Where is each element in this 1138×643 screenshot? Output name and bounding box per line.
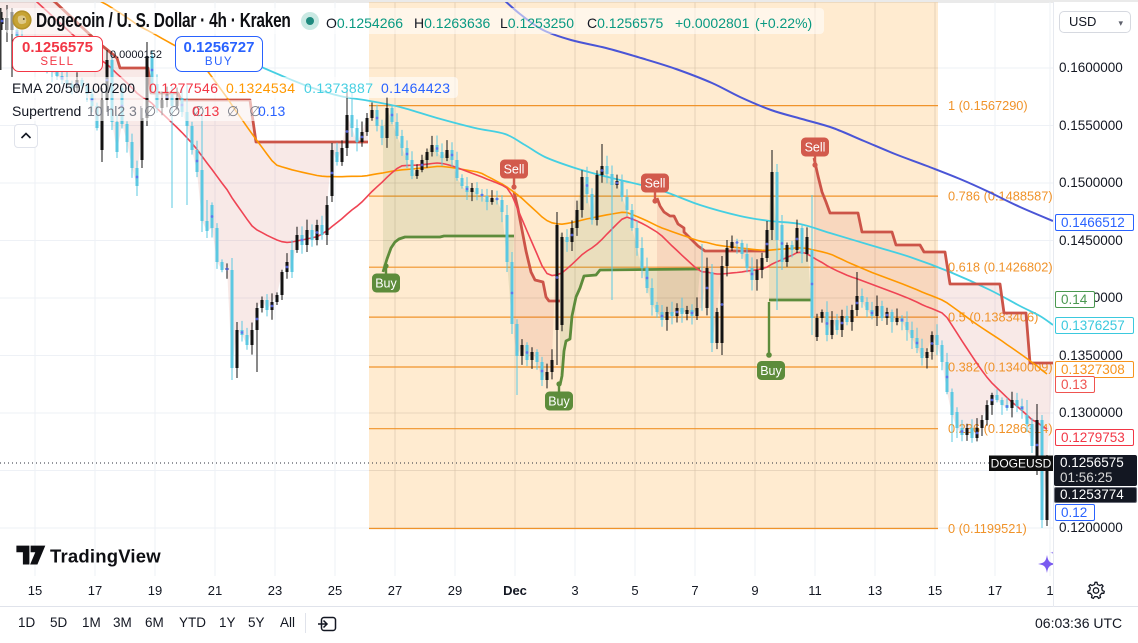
svg-text:0.786 (0.1488587): 0.786 (0.1488587) — [948, 189, 1053, 204]
svg-text:0.618 (0.1426802): 0.618 (0.1426802) — [948, 260, 1053, 275]
svg-text:Buy: Buy — [548, 394, 570, 408]
svg-text:0 (0.1199521): 0 (0.1199521) — [948, 521, 1027, 536]
svg-text:DOGEUSD: DOGEUSD — [991, 457, 1052, 471]
svg-text:TradingView: TradingView — [50, 546, 161, 567]
svg-text:1 (0.1567290): 1 (0.1567290) — [948, 98, 1028, 113]
svg-text:0.382 (0.1340009): 0.382 (0.1340009) — [948, 360, 1053, 375]
svg-text:Buy: Buy — [760, 364, 782, 378]
svg-text:Buy: Buy — [375, 276, 397, 290]
svg-text:0.236 (0.1286314): 0.236 (0.1286314) — [948, 421, 1053, 436]
svg-text:Sell: Sell — [504, 162, 525, 176]
svg-text:Sell: Sell — [645, 176, 666, 190]
svg-text:Sell: Sell — [805, 140, 826, 154]
